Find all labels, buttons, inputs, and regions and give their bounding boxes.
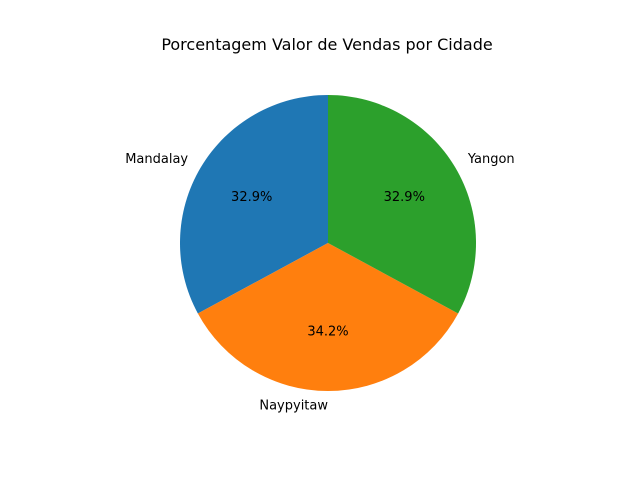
pie-slices xyxy=(180,95,476,391)
slice-label-naypyitaw: Naypyitaw xyxy=(259,398,328,413)
slice-label-mandalay: Mandalay xyxy=(125,152,188,167)
pie-slice-yangon xyxy=(328,95,476,314)
pie-slice-naypyitaw xyxy=(197,243,459,391)
pie-slice-mandalay xyxy=(180,95,328,314)
chart-title: Porcentagem Valor de Vendas por Cidade xyxy=(161,35,492,54)
slice-pct-yangon: 32.9% xyxy=(384,190,425,205)
slice-pct-naypyitaw: 34.2% xyxy=(307,324,348,339)
slice-pct-mandalay: 32.9% xyxy=(231,190,272,205)
pie-labels: Mandalay 32.9% Naypyitaw 34.2% Yangon 32.9% xyxy=(125,152,514,413)
slice-label-yangon: Yangon xyxy=(467,152,515,167)
